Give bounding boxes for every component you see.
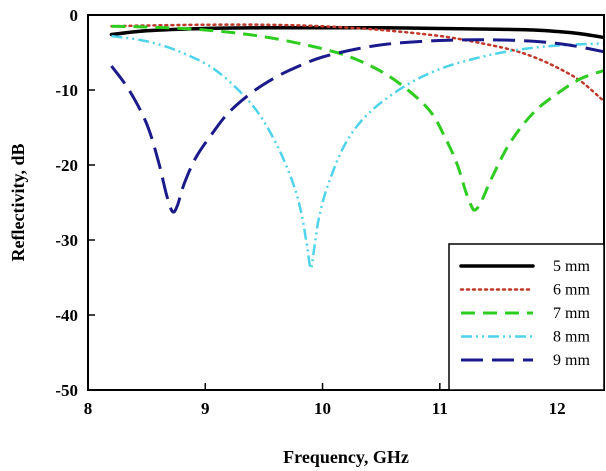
legend-label: 7 mm xyxy=(553,305,590,322)
x-tick-label: 10 xyxy=(314,399,331,418)
series-line-8-mm xyxy=(111,34,604,270)
x-tick-label: 12 xyxy=(549,399,566,418)
x-tick-label: 11 xyxy=(432,399,448,418)
legend-label: 8 mm xyxy=(553,329,590,346)
series-line-9-mm xyxy=(110,38,604,214)
legend: 5 mm 6 mm 7 mm 8 mm 9 mm xyxy=(448,243,605,391)
legend-label: 9 mm xyxy=(553,352,590,369)
series-line-6-mm xyxy=(110,23,604,103)
x-axis-title: Frequency, GHz xyxy=(283,447,409,467)
x-tick-label: 8 xyxy=(84,399,93,418)
y-axis-title: Reflectivity, dB xyxy=(8,144,28,262)
legend-label: 6 mm xyxy=(553,282,590,299)
y-tick-label: -10 xyxy=(55,81,78,100)
legend-label: 5 mm xyxy=(553,258,590,275)
series-layer xyxy=(109,23,604,270)
y-tick-label: -20 xyxy=(55,156,78,175)
plot-frame xyxy=(87,14,605,391)
y-tick-label: -30 xyxy=(55,231,78,250)
series-line-7-mm xyxy=(111,24,604,212)
x-tick-label: 9 xyxy=(201,399,210,418)
y-tick-label: 0 xyxy=(70,6,79,25)
legend-box xyxy=(448,243,605,391)
y-tick-label: -40 xyxy=(55,306,78,325)
y-tick-label: -50 xyxy=(55,381,78,400)
